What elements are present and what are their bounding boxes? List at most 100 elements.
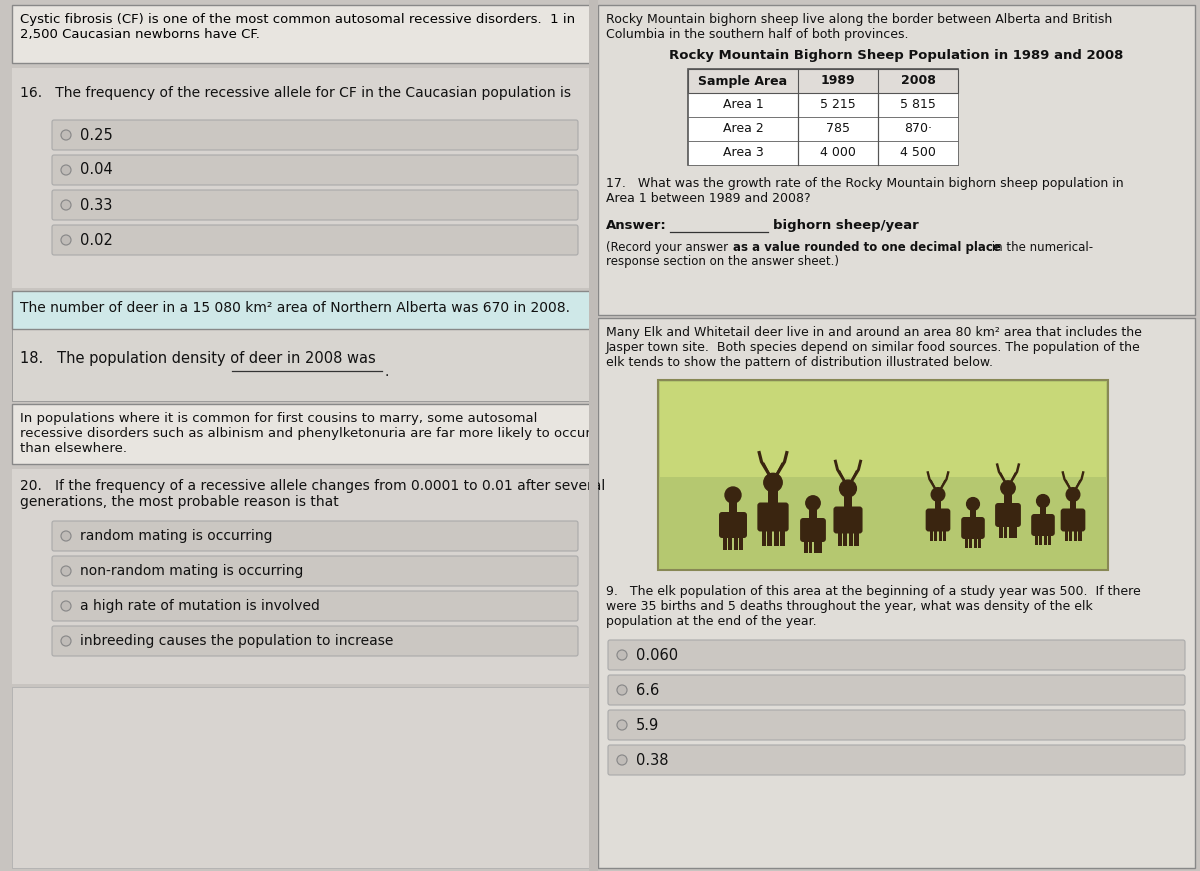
Bar [1014, 524, 1018, 537]
Text: 4 500: 4 500 [900, 146, 936, 159]
Bar [1009, 524, 1013, 537]
Bar [767, 529, 772, 546]
Text: Cystic fibrosis (CF) is one of the most common autosomal recessive disorders.  1: Cystic fibrosis (CF) is one of the most … [20, 13, 575, 41]
Text: Rocky Mountain Bighorn Sheep Population in 1989 and 2008: Rocky Mountain Bighorn Sheep Population … [668, 49, 1123, 62]
Text: 17.   What was the growth rate of the Rocky Mountain bighorn sheep population in: 17. What was the growth rate of the Rock… [606, 177, 1123, 205]
Text: 6.6: 6.6 [636, 683, 659, 698]
Bar [974, 536, 977, 548]
Bar [854, 530, 858, 546]
FancyBboxPatch shape [961, 517, 985, 539]
FancyBboxPatch shape [608, 675, 1186, 705]
Circle shape [967, 497, 979, 510]
Bar [12, 68, 590, 288]
Bar [780, 529, 785, 546]
Text: 0.38: 0.38 [636, 753, 668, 767]
Bar [842, 530, 847, 546]
Text: .: . [385, 365, 389, 379]
Circle shape [61, 130, 71, 140]
FancyBboxPatch shape [608, 640, 1186, 670]
Bar [12, 687, 590, 868]
FancyBboxPatch shape [757, 503, 788, 531]
Text: Rocky Mountain bighorn sheep live along the border between Alberta and British
C: Rocky Mountain bighorn sheep live along … [606, 13, 1112, 41]
FancyBboxPatch shape [52, 120, 578, 150]
Text: Sample Area: Sample Area [698, 75, 787, 87]
Circle shape [763, 473, 782, 492]
Bar [998, 524, 1003, 537]
Text: Area 3: Area 3 [722, 146, 763, 159]
Bar [1039, 533, 1042, 545]
Text: 0.060: 0.060 [636, 647, 678, 663]
FancyBboxPatch shape [719, 512, 746, 538]
FancyBboxPatch shape [608, 710, 1186, 740]
Bar [1069, 500, 1076, 513]
FancyBboxPatch shape [800, 518, 826, 542]
Text: in the numerical-: in the numerical- [988, 241, 1093, 254]
Circle shape [61, 531, 71, 541]
Text: inbreeding causes the population to increase: inbreeding causes the population to incr… [80, 634, 394, 648]
Bar [598, 318, 1195, 868]
Bar [804, 539, 808, 552]
Text: a high rate of mutation is involved: a high rate of mutation is involved [80, 599, 320, 613]
Bar [12, 5, 590, 63]
Text: 5 215: 5 215 [820, 98, 856, 111]
Bar [722, 535, 727, 550]
Bar [1004, 493, 1012, 508]
Bar [838, 530, 841, 546]
Circle shape [61, 200, 71, 210]
Text: 5 815: 5 815 [900, 98, 936, 111]
Bar [1048, 533, 1051, 545]
FancyBboxPatch shape [995, 503, 1021, 527]
Text: 9.   The elk population of this area at the beginning of a study year was 500.  : 9. The elk population of this area at th… [606, 585, 1141, 628]
Bar [844, 495, 852, 511]
Bar [1069, 529, 1072, 541]
Circle shape [617, 755, 628, 765]
Bar [1034, 533, 1038, 545]
Text: 870·: 870· [904, 123, 932, 136]
Bar [1044, 533, 1048, 545]
FancyBboxPatch shape [925, 509, 950, 531]
Text: random mating is occurring: random mating is occurring [80, 529, 272, 543]
Text: The number of deer in a 15 080 km² area of Northern Alberta was 670 in 2008.: The number of deer in a 15 080 km² area … [20, 301, 570, 315]
Bar [809, 509, 817, 523]
Text: 16.   The frequency of the recessive allele for CF in the Caucasian population i: 16. The frequency of the recessive allel… [20, 86, 571, 100]
Bar [12, 329, 590, 401]
Circle shape [61, 566, 71, 576]
FancyBboxPatch shape [52, 190, 578, 220]
FancyBboxPatch shape [52, 591, 578, 621]
Circle shape [806, 496, 821, 510]
Bar [688, 69, 958, 93]
Text: 0.25: 0.25 [80, 127, 113, 143]
Circle shape [61, 636, 71, 646]
Circle shape [617, 650, 628, 660]
Circle shape [931, 488, 944, 502]
Bar [774, 529, 779, 546]
Text: as a value rounded to one decimal place: as a value rounded to one decimal place [733, 241, 1001, 254]
Text: 785: 785 [826, 123, 850, 136]
Text: Many Elk and Whitetail deer live in and around an area 80 km² area that includes: Many Elk and Whitetail deer live in and … [606, 326, 1142, 369]
Circle shape [1001, 481, 1015, 496]
Circle shape [840, 480, 857, 496]
Circle shape [1067, 488, 1080, 502]
Bar [814, 539, 817, 552]
FancyBboxPatch shape [608, 745, 1186, 775]
Text: 5.9: 5.9 [636, 718, 659, 733]
Bar [688, 93, 958, 117]
Bar [818, 539, 822, 552]
Text: bighorn sheep/year: bighorn sheep/year [773, 219, 919, 232]
Bar [730, 501, 737, 517]
Text: 4 000: 4 000 [820, 146, 856, 159]
FancyBboxPatch shape [1061, 509, 1085, 531]
Text: 1989: 1989 [821, 75, 856, 87]
Bar [943, 529, 947, 541]
Bar [978, 536, 982, 548]
FancyBboxPatch shape [834, 507, 863, 534]
Text: In populations where it is common for first cousins to marry, some autosomal
rec: In populations where it is common for fi… [20, 412, 590, 455]
Circle shape [61, 165, 71, 175]
FancyBboxPatch shape [52, 626, 578, 656]
Bar [809, 539, 812, 552]
Bar [589, 0, 598, 871]
Bar [660, 382, 1106, 477]
Bar [970, 536, 972, 548]
Bar [1078, 529, 1081, 541]
Bar [12, 469, 590, 684]
